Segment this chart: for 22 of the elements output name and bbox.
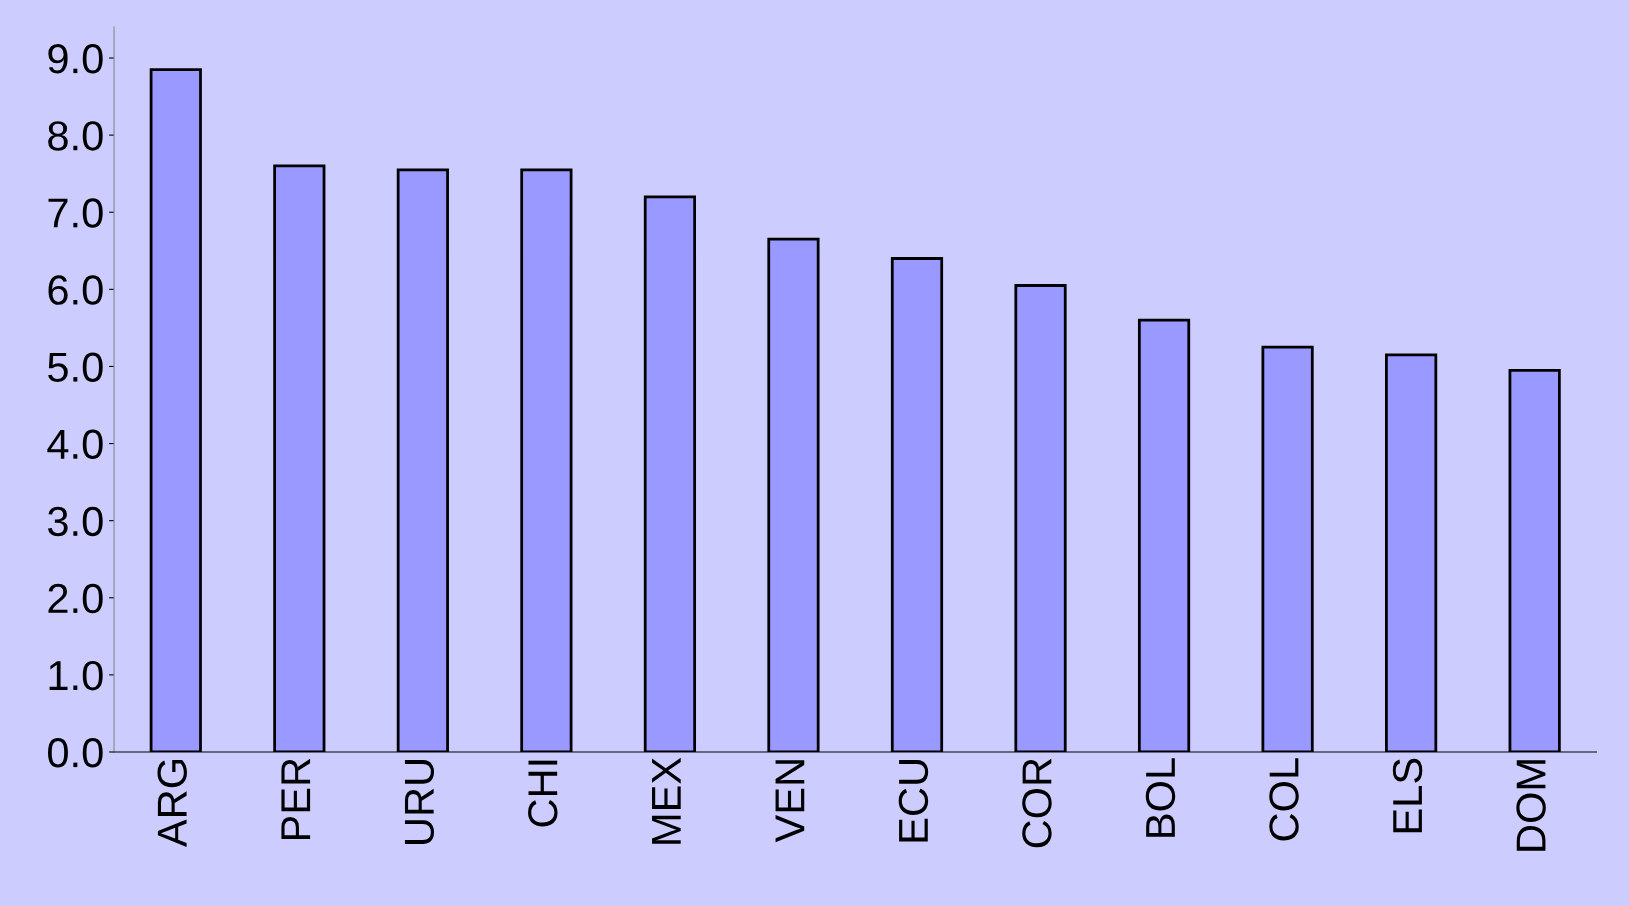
y-tick-label: 4.0	[47, 429, 103, 460]
y-tick-label: 8.0	[48, 121, 103, 151]
y-tick-label: 2.0	[48, 583, 103, 614]
x-tick-label: CHI	[528, 760, 558, 827]
y-tick-label: 3.0	[47, 506, 103, 537]
y-tick-label: 9.0	[48, 44, 103, 74]
x-tick-label: PER	[281, 758, 311, 840]
x-tick-label: MEX	[652, 757, 681, 844]
x-tick-label: COR	[1022, 758, 1052, 848]
x-tick-label: VEN	[775, 760, 805, 843]
x-tick-label: ECU	[898, 760, 929, 842]
x-tick-label: ARG	[157, 759, 187, 848]
x-tick-label: URU	[404, 760, 435, 844]
y-tick-label: 1.0	[49, 660, 103, 691]
x-tick-label: BOL	[1145, 758, 1176, 837]
x-tick-label: ELS	[1392, 758, 1423, 833]
x-tick-label: DOM	[1516, 760, 1546, 851]
y-tick-label: 6.0	[48, 275, 103, 305]
y-tick-label: 7.0	[48, 198, 103, 228]
y-tick-label: 5.0	[48, 352, 103, 382]
x-tick-label: COL	[1269, 758, 1299, 841]
y-tick-label: 0.0	[48, 737, 103, 768]
